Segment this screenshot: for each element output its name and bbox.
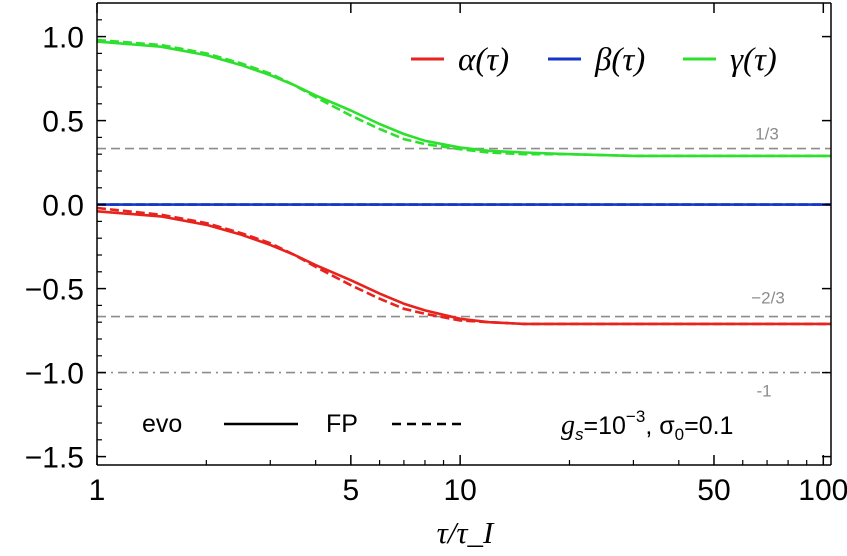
legend: α(τ) β(τ) γ(τ) [411, 42, 777, 78]
reference-lines: 1/3 −2/3 -1 [97, 125, 831, 401]
style-legend-solid-label: evo [142, 410, 182, 438]
annotation-part: , σ [645, 412, 675, 440]
series-line-gamma-fp [96, 38, 831, 158]
y-tick-label: 1.0 [42, 22, 84, 55]
y-tick-label: −0.5 [25, 274, 84, 307]
reference-label: 1/3 [755, 125, 779, 144]
annotation-part: s [575, 425, 584, 444]
style-legend-dashed-label: FP [326, 410, 358, 438]
reference-label: −2/3 [751, 289, 785, 308]
parameter-annotation: gs=10−3, σ0=0.1 [561, 407, 733, 444]
legend-label: α(τ) [458, 42, 509, 78]
series-line-alpha-fp [96, 206, 831, 326]
legend-label: β(τ) [594, 42, 645, 78]
series-layer [96, 38, 831, 326]
series-line-gamma-evo [96, 40, 831, 158]
legend-label: γ(τ) [730, 42, 777, 78]
x-tick-label: 1 [89, 474, 106, 507]
x-tick-label: 10 [443, 474, 476, 507]
x-tick-label: 5 [342, 474, 359, 507]
axes: 1.0 0.5 0.0 −0.5 −1.0 −1.51 5 10 50 100 [25, 2, 847, 507]
x-axis-title: τ/τ_I [437, 515, 495, 550]
parameter-annotation-text: gs=10−3, σ0=0.1 [561, 407, 733, 444]
series-line-alpha-evo [96, 210, 831, 326]
x-tick-label: 50 [697, 474, 730, 507]
annotation-part: =0.1 [684, 412, 733, 440]
annotation-part: =10 [584, 412, 626, 440]
x-axis-title: τ/τ_I [437, 515, 495, 550]
x-tick-label: 100 [798, 474, 847, 507]
annotation-part: 0 [675, 425, 684, 444]
y-tick-label: −1.0 [25, 358, 84, 391]
annotation-part: g [561, 410, 575, 441]
y-tick-label: 0.0 [42, 190, 84, 223]
reference-label: -1 [756, 382, 771, 401]
annotation-part: −3 [626, 407, 645, 426]
y-tick-label: −1.5 [25, 442, 84, 475]
y-tick-label: 0.5 [42, 106, 84, 139]
line-style-legend: evo FP [142, 410, 462, 438]
